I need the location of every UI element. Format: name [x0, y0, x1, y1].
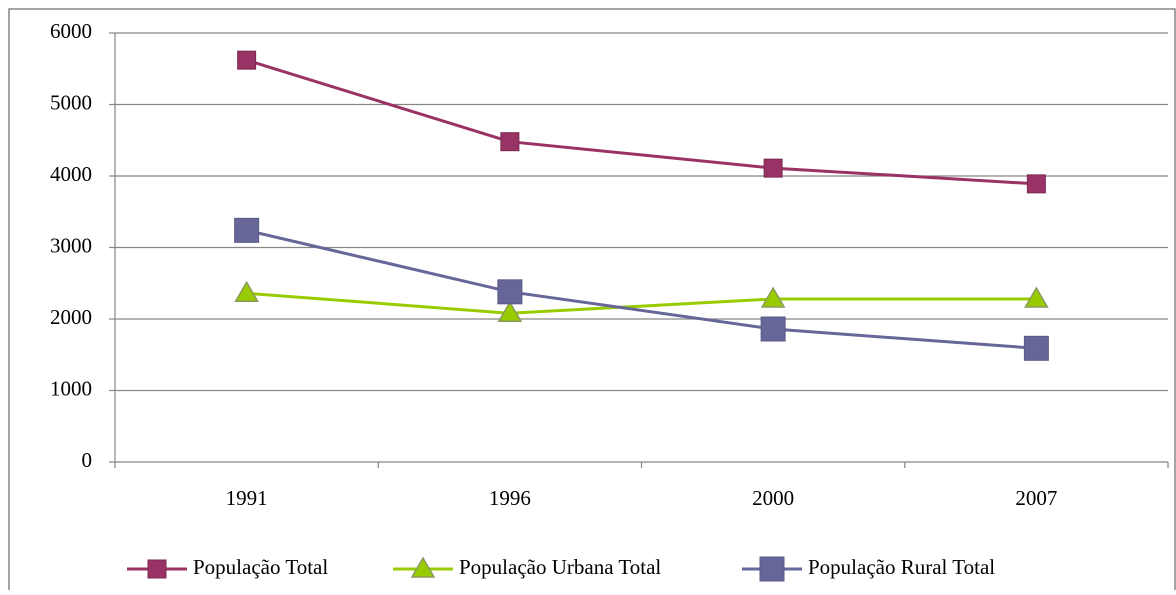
- data-point: [237, 50, 257, 70]
- legend-marker: [147, 559, 167, 579]
- data-point: [497, 300, 523, 323]
- x-tick-label: 1991: [226, 486, 268, 510]
- y-tick-label: 1000: [50, 376, 92, 400]
- data-point: [234, 217, 260, 243]
- data-point: [763, 158, 783, 178]
- legend-marker: [759, 556, 785, 582]
- y-tick-label: 6000: [50, 19, 92, 43]
- data-point: [760, 316, 786, 342]
- y-tick-label: 5000: [50, 90, 92, 114]
- x-tick-label: 2007: [1015, 486, 1057, 510]
- data-point: [497, 279, 523, 305]
- data-point: [1026, 174, 1046, 194]
- legend-label: População Rural Total: [808, 555, 995, 579]
- data-point: [1024, 286, 1049, 308]
- legend-label: População Total: [193, 555, 328, 579]
- data-point: [500, 132, 520, 152]
- y-tick-label: 3000: [50, 233, 92, 257]
- y-tick-label: 4000: [50, 162, 92, 186]
- legend-marker: [410, 556, 436, 578]
- legend-label: População Urbana Total: [459, 555, 661, 579]
- data-point: [1023, 335, 1049, 361]
- data-point: [760, 286, 786, 308]
- series-line: [246, 228, 1037, 350]
- y-tick-label: 2000: [50, 305, 92, 329]
- data-point: [234, 280, 259, 303]
- x-tick-label: 2000: [752, 486, 794, 510]
- x-tick-label: 1996: [489, 486, 531, 510]
- series-line: [246, 58, 1037, 186]
- y-tick-label: 0: [82, 448, 93, 472]
- series-line: [246, 291, 1037, 315]
